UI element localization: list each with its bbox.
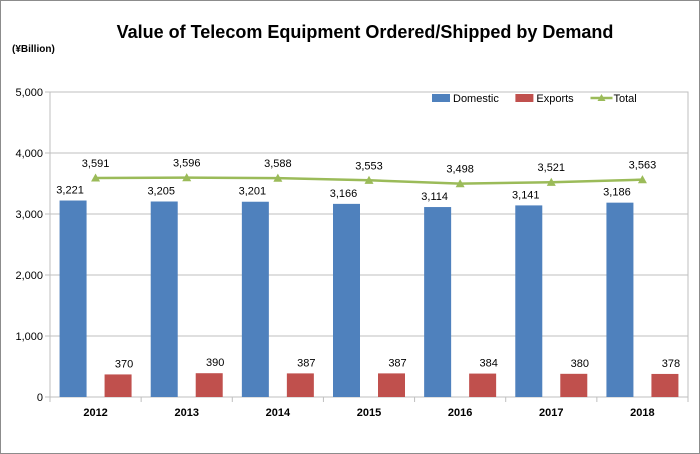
x-tick-label: 2018 bbox=[630, 407, 654, 419]
y-tick-label: 1,000 bbox=[15, 331, 43, 343]
bar-exports bbox=[560, 373, 588, 397]
legend-swatch-domestic bbox=[432, 94, 450, 102]
bar-domestic bbox=[333, 203, 360, 397]
legend-label-domestic: Domestic bbox=[453, 93, 499, 105]
legend-label-exports: Exports bbox=[536, 93, 574, 105]
x-tick-label: 2016 bbox=[448, 407, 472, 419]
data-label-domestic: 3,141 bbox=[512, 189, 540, 201]
line-series: 3,591 3,596 3,588 3,553 3,498 3,521 3,563 bbox=[82, 158, 656, 188]
y-unit-label: (¥Billion) bbox=[12, 44, 55, 55]
marker-total bbox=[455, 179, 465, 188]
bar-exports bbox=[651, 373, 679, 397]
marker-total bbox=[273, 173, 283, 182]
data-label-total: 3,563 bbox=[629, 160, 657, 172]
bar-domestic bbox=[606, 202, 634, 397]
legend-marker-total bbox=[597, 94, 606, 101]
data-label-total: 3,521 bbox=[538, 162, 566, 174]
marker-total bbox=[546, 177, 556, 186]
bar-exports bbox=[195, 373, 223, 397]
data-label-domestic: 3,221 bbox=[56, 185, 84, 197]
data-label-exports: 390 bbox=[206, 357, 224, 369]
bar-exports bbox=[286, 373, 314, 397]
chart-title: Value of Telecom Equipment Ordered/Shipp… bbox=[117, 22, 614, 42]
x-tick-label: 2014 bbox=[266, 407, 291, 419]
y-tick-label: 3,000 bbox=[15, 209, 43, 221]
data-label-domestic: 3,114 bbox=[421, 191, 448, 203]
bar-exports bbox=[469, 373, 497, 397]
bar-domestic bbox=[241, 201, 269, 397]
data-label-exports: 380 bbox=[571, 358, 589, 370]
x-tick-label: 2013 bbox=[174, 407, 198, 419]
bar-domestic bbox=[515, 205, 543, 397]
data-label-exports: 378 bbox=[662, 358, 680, 370]
bar-domestic bbox=[424, 207, 452, 397]
legend: Domestic Exports Total bbox=[432, 93, 637, 105]
y-tick-label: 0 bbox=[37, 392, 43, 404]
data-label-exports: 384 bbox=[479, 358, 497, 370]
bar-exports bbox=[378, 373, 405, 397]
data-label-domestic: 3,166 bbox=[330, 188, 358, 200]
marker-total bbox=[364, 175, 374, 184]
data-label-total: 3,498 bbox=[446, 164, 474, 176]
bar-series: 3,221 3,205 3,201 3,166 3,114 3,141 3,186 370 39… bbox=[56, 185, 680, 397]
data-label-exports: 387 bbox=[388, 357, 406, 369]
y-tick-label: 4,000 bbox=[15, 148, 43, 160]
data-label-total: 3,591 bbox=[82, 158, 110, 170]
y-axis-ticks: 0 1,000 2,000 3,000 4,000 5,000 bbox=[15, 87, 50, 404]
data-label-total: 3,588 bbox=[264, 158, 292, 170]
y-tick-label: 2,000 bbox=[15, 270, 43, 282]
x-tick-label: 2015 bbox=[357, 407, 381, 419]
gridlines bbox=[49, 91, 689, 398]
data-label-exports: 370 bbox=[115, 358, 133, 370]
y-tick-label: 5,000 bbox=[15, 87, 43, 99]
marker-total bbox=[91, 173, 101, 182]
bar-domestic bbox=[59, 200, 87, 397]
legend-label-total: Total bbox=[614, 93, 637, 105]
data-label-domestic: 3,205 bbox=[147, 185, 175, 197]
marker-total bbox=[182, 173, 192, 182]
x-axis-ticks: 2012 2013 2014 2015 2016 2017 2018 bbox=[49, 397, 689, 419]
plot-area-border bbox=[49, 91, 689, 398]
data-label-domestic: 3,201 bbox=[239, 186, 267, 198]
x-tick-label: 2017 bbox=[539, 407, 563, 419]
bar-domestic bbox=[150, 201, 178, 397]
data-label-exports: 387 bbox=[297, 357, 315, 369]
data-label-domestic: 3,186 bbox=[603, 187, 631, 199]
legend-swatch-exports bbox=[515, 94, 534, 102]
x-tick-label: 2012 bbox=[83, 407, 107, 419]
data-label-total: 3,553 bbox=[355, 160, 383, 172]
data-label-total: 3,596 bbox=[173, 158, 201, 170]
marker-total bbox=[637, 175, 647, 184]
bar-exports bbox=[104, 374, 132, 397]
